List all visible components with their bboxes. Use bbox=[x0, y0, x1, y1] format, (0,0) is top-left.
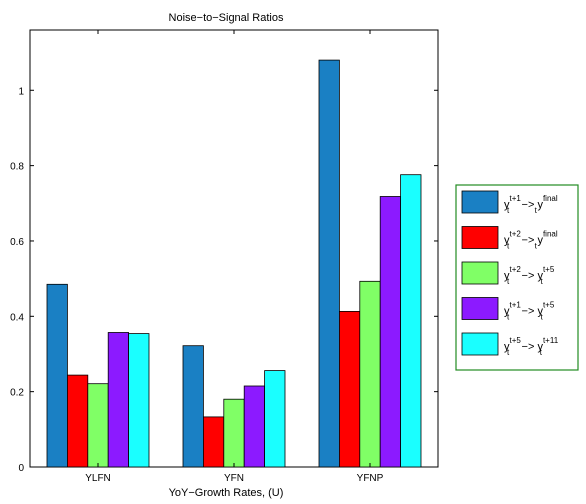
legend-swatch bbox=[461, 261, 499, 285]
bar-series-2-yfn bbox=[202, 416, 225, 468]
y-axis: 0 0.2 0.4 0.6 0.8 1 bbox=[10, 86, 438, 474]
bar-series-3-yfnp bbox=[359, 280, 381, 468]
bars-group bbox=[46, 59, 422, 468]
legend-swatch bbox=[461, 190, 499, 214]
y-tick-label: 0.2 bbox=[10, 388, 24, 399]
legend-label: yt+2 t −> yt+5 t bbox=[504, 265, 555, 286]
y-tick-label: 0.8 bbox=[10, 162, 24, 173]
bar-series-2-yfnp bbox=[338, 310, 361, 468]
bar-series-4-yfnp bbox=[379, 196, 402, 468]
y-tick-label: 1 bbox=[18, 86, 24, 97]
legend-label: yt+1 t −> yfinal t bbox=[504, 194, 558, 215]
legend-entry-4: yt+1 t −> yt+5 t bbox=[461, 297, 555, 322]
bar-series-2-ylfn bbox=[67, 374, 89, 468]
legend-label: yt+5 t −> yt+11 t bbox=[504, 336, 559, 357]
x-axis: YLFN YFN YFNP bbox=[85, 30, 384, 484]
legend-entry-3: yt+2 t −> yt+5 t bbox=[461, 261, 555, 286]
bar-series-4-ylfn bbox=[107, 332, 129, 468]
legend-label: yt+2 t −> yfinal t bbox=[504, 230, 558, 251]
bar-series-1-yfn bbox=[182, 345, 204, 468]
x-tick-label: YFN bbox=[224, 473, 244, 484]
legend-label: yt+1 t −> yt+5 t bbox=[504, 301, 555, 322]
x-axis-label: YoY−Growth Rates, (U) bbox=[169, 487, 284, 499]
bar-series-3-ylfn bbox=[87, 383, 109, 468]
bar-series-1-yfnp bbox=[318, 59, 340, 468]
y-tick-label: 0.6 bbox=[10, 237, 24, 248]
bar-series-1-ylfn bbox=[46, 283, 68, 468]
legend-entry-5: yt+5 t −> yt+11 t bbox=[461, 332, 559, 357]
x-tick-label: YLFN bbox=[85, 473, 111, 484]
legend-swatch bbox=[461, 332, 499, 356]
legend-entry-1: yt+1 t −> yfinal t bbox=[461, 190, 558, 215]
legend-swatch bbox=[461, 226, 499, 249]
bar-series-5-yfn bbox=[264, 370, 286, 468]
bar-series-5-yfnp bbox=[400, 174, 422, 468]
y-tick-label: 0.4 bbox=[10, 312, 24, 323]
legend: yt+1 t −> yfinal t yt+2 t −> yfinal t yt+2 t −>… bbox=[455, 184, 579, 371]
bar-series-3-yfn bbox=[223, 398, 245, 468]
bar-series-4-yfn bbox=[243, 385, 265, 468]
legend-entry-2: yt+2 t −> yfinal t bbox=[461, 226, 558, 251]
bar-series-5-ylfn bbox=[128, 333, 150, 468]
y-tick-label: 0 bbox=[18, 463, 24, 474]
legend-swatch bbox=[461, 297, 499, 320]
chart-title: Noise−to−Signal Ratios bbox=[169, 12, 284, 24]
x-tick-label: YFNP bbox=[357, 473, 384, 484]
